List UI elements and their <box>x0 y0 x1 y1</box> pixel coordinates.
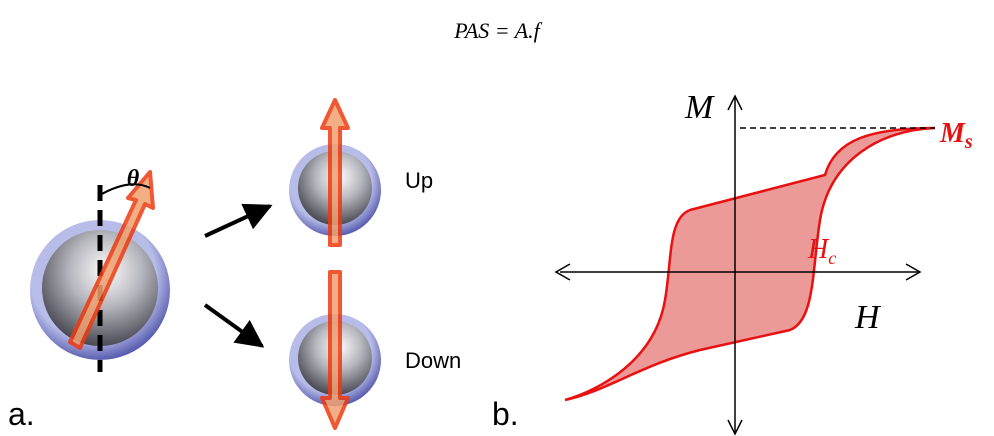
state-label: Down <box>405 348 461 373</box>
formula: PAS = A.f <box>453 18 542 43</box>
large-particle <box>30 170 170 372</box>
arrow <box>203 303 265 348</box>
down-particle <box>289 270 381 430</box>
subscript: s <box>964 131 973 153</box>
x-axis-label: H <box>854 299 882 336</box>
symbol: M <box>939 118 966 149</box>
subscript: c <box>828 248 836 268</box>
h-axis-heads <box>554 263 922 281</box>
state-label: Up <box>405 168 433 193</box>
symbol: H <box>807 234 830 265</box>
m-axis-heads <box>727 94 743 436</box>
panel-label: a. <box>8 396 35 432</box>
saturation-label: Ms <box>939 118 973 153</box>
coercivity-label: Hc <box>807 234 836 268</box>
hysteresis-loop <box>564 126 936 402</box>
up-particle <box>289 98 381 247</box>
panel-label: b. <box>492 396 519 432</box>
y-axis-label: M <box>684 89 715 126</box>
arrow <box>204 203 273 238</box>
angle-label: θ <box>127 166 140 192</box>
